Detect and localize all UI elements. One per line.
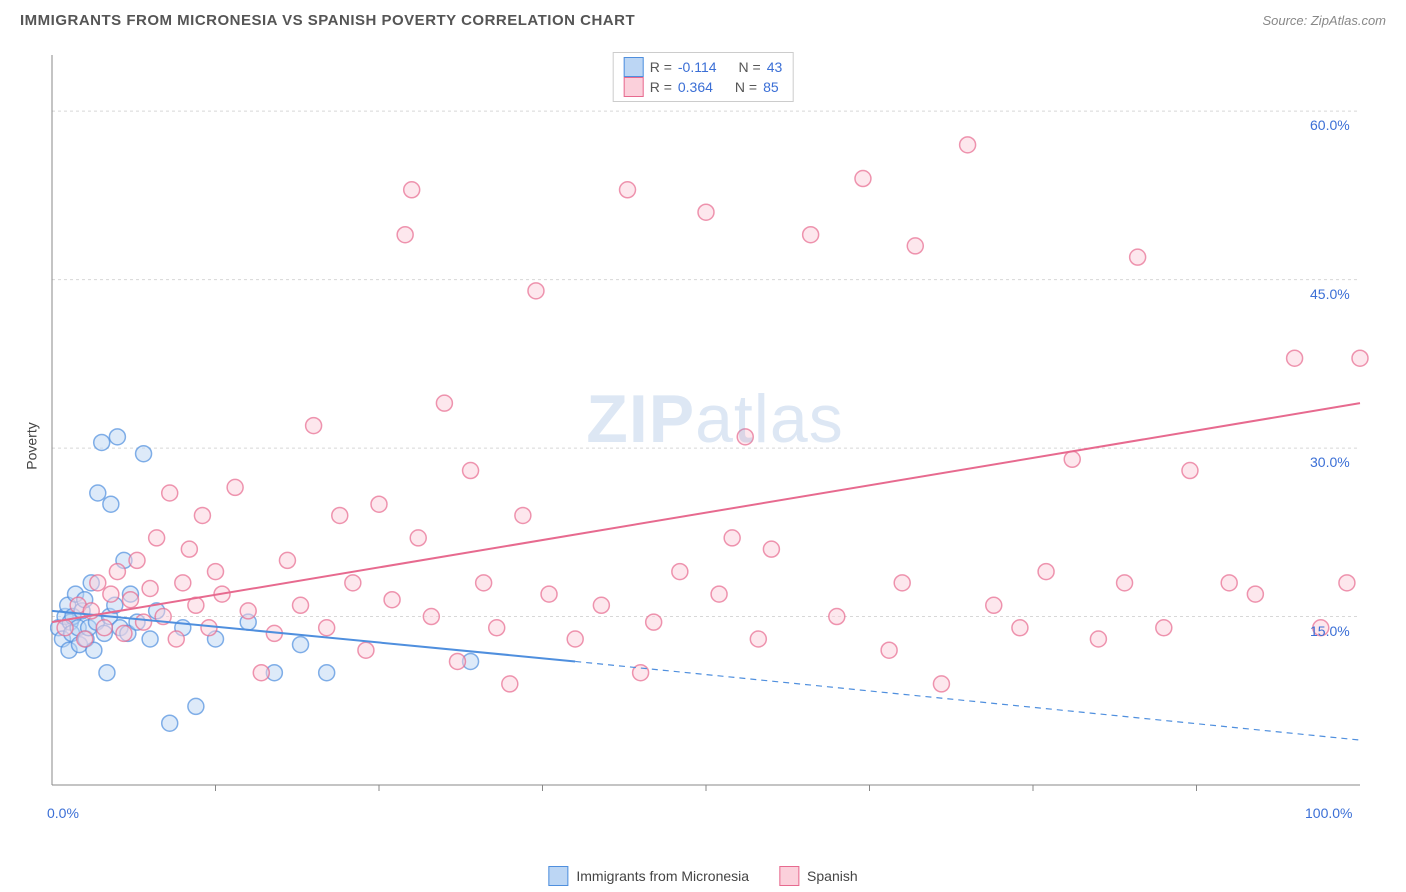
legend-row-0: R = -0.114 N = 43 [624, 57, 783, 77]
source-label: Source: ZipAtlas.com [1262, 13, 1386, 28]
y-tick-label: 15.0% [1310, 623, 1350, 639]
y-axis-label: Poverty [24, 422, 40, 469]
x-min-label: 0.0% [47, 805, 79, 821]
legend-item-0: Immigrants from Micronesia [548, 866, 749, 886]
swatch-icon [624, 77, 644, 97]
header: IMMIGRANTS FROM MICRONESIA VS SPANISH PO… [0, 0, 1406, 40]
y-tick-label: 30.0% [1310, 454, 1350, 470]
swatch-icon [779, 866, 799, 886]
scatter-chart [50, 45, 1380, 825]
y-tick-label: 60.0% [1310, 117, 1350, 133]
legend-series: Immigrants from Micronesia Spanish [548, 866, 857, 886]
chart-area: ZIPatlas [50, 45, 1380, 825]
swatch-icon [624, 57, 644, 77]
swatch-icon [548, 866, 568, 886]
legend-row-1: R = 0.364 N = 85 [624, 77, 783, 97]
chart-title: IMMIGRANTS FROM MICRONESIA VS SPANISH PO… [20, 12, 635, 29]
legend-correlation: R = -0.114 N = 43 R = 0.364 N = 85 [613, 52, 794, 102]
legend-item-1: Spanish [779, 866, 858, 886]
x-max-label: 100.0% [1305, 805, 1352, 821]
y-tick-label: 45.0% [1310, 286, 1350, 302]
